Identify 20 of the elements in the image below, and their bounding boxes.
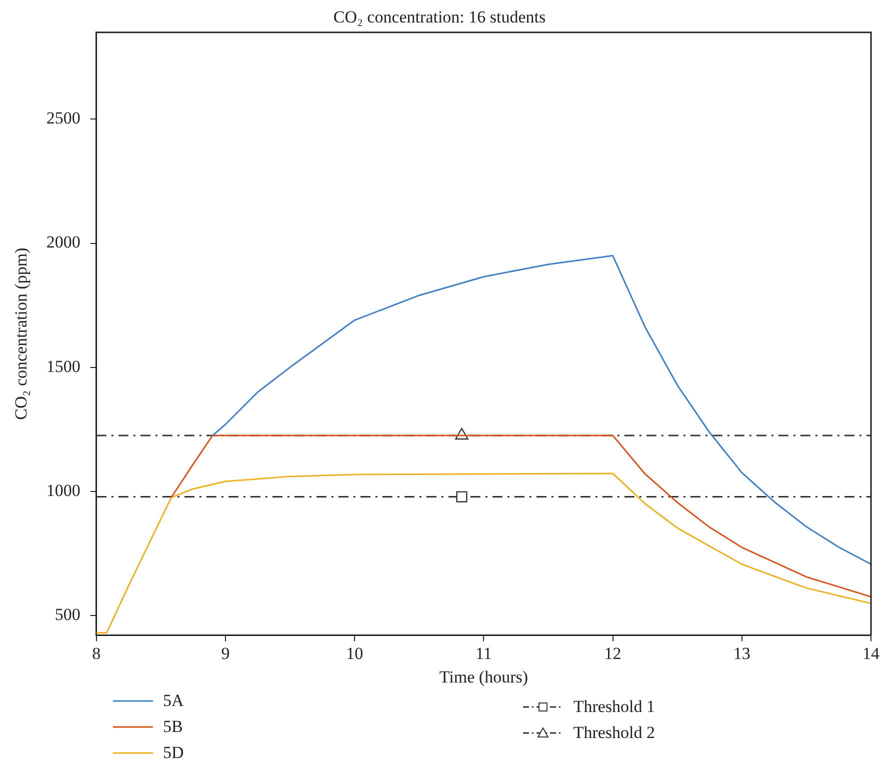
chart-title: CO₂ concentration: 16 students bbox=[333, 8, 546, 27]
legend-label: Threshold 2 bbox=[573, 723, 655, 743]
legend-label: 5B bbox=[163, 717, 183, 737]
y-tick-label: 2500 bbox=[46, 108, 80, 128]
x-tick-label: 8 bbox=[92, 644, 101, 663]
legend-label: 5D bbox=[163, 743, 184, 763]
x-tick-label: 13 bbox=[733, 644, 750, 663]
x-tick-label: 11 bbox=[476, 644, 492, 663]
y-tick-label: 2000 bbox=[46, 232, 80, 252]
x-axis-title: Time (hours) bbox=[439, 667, 528, 686]
legend-label: 5A bbox=[163, 691, 184, 711]
y-tick-label: 500 bbox=[54, 604, 80, 624]
legend-label: Threshold 1 bbox=[573, 697, 655, 717]
y-axis-title: CO₂ concentration (ppm) bbox=[12, 248, 31, 420]
x-tick-label: 10 bbox=[346, 644, 364, 663]
y-tick-label: 1500 bbox=[46, 356, 80, 376]
y-tick-label: 1000 bbox=[46, 480, 80, 500]
x-tick-label: 9 bbox=[221, 644, 230, 663]
x-tick-label: 12 bbox=[604, 644, 622, 663]
x-tick-label: 14 bbox=[862, 644, 880, 663]
